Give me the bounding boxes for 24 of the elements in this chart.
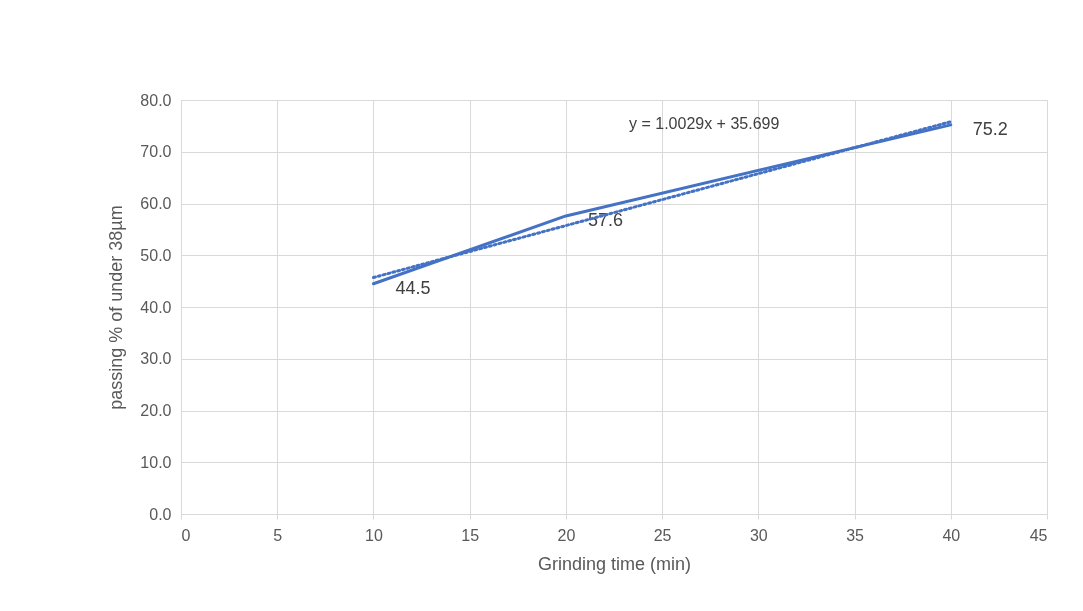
y-tick-label: 30.0 [140,350,172,368]
x-tick-label: 30 [749,526,768,544]
x-tick-label: 20 [557,526,576,544]
y-axis-title: passing % of under 38µm [106,205,127,410]
y-tick-label: 10.0 [140,453,172,471]
x-axis-title: Grinding time (min) [537,553,692,574]
y-tick-label: 50.0 [140,246,172,264]
y-tick-label: 0.0 [149,505,172,523]
x-tick-label: 35 [846,526,865,544]
y-tick-label: 80.0 [140,91,172,109]
annotation: y = 1.0029x + 35.699 [629,115,780,132]
x-tick-label: 25 [653,526,672,544]
y-tick-label: 20.0 [140,402,172,419]
x-tick-label: 0 [181,526,191,544]
x-tick-label: 40 [942,526,961,544]
data-label: 75.2 [972,118,1008,139]
y-tick-label: 40.0 [140,298,172,316]
data-label: 44.5 [395,277,431,298]
x-tick-label: 45 [1029,526,1048,544]
y-tick-label: 60.0 [140,195,172,212]
x-tick-label: 10 [365,526,383,544]
y-tick-label: 70.0 [140,143,172,161]
x-tick-label: 5 [273,526,283,544]
x-tick-label: 15 [461,526,480,544]
